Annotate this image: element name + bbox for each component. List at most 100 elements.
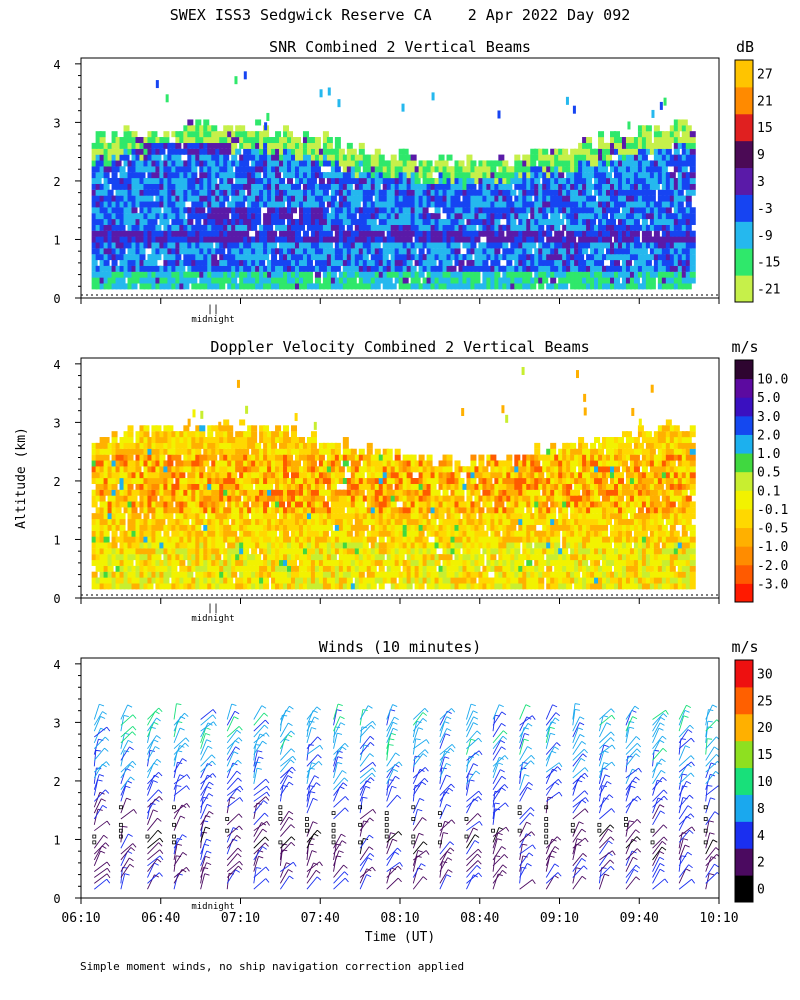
heat-cell: [330, 154, 337, 161]
heat-cell: [590, 160, 597, 167]
heat-cell: [267, 530, 274, 537]
heat-cell: [155, 448, 162, 455]
heat-cell: [135, 154, 142, 161]
heat-cell: [191, 259, 198, 266]
heat-cell: [203, 454, 210, 461]
heat-cell: [211, 478, 218, 484]
heat-cell: [155, 201, 162, 208]
heat-cell: [283, 183, 290, 190]
heat-cell: [239, 437, 246, 444]
heat-cell: [494, 195, 501, 202]
heat-cell: [127, 172, 134, 179]
heat-cell: [243, 565, 250, 572]
heat-cell: [195, 577, 202, 584]
heat-cell: [115, 559, 122, 566]
heat-cell: [294, 178, 301, 184]
heat-cell: [657, 218, 664, 225]
heat-cell: [530, 207, 537, 214]
heat-cell: [235, 125, 242, 132]
heat-cell: [442, 178, 449, 184]
heat-cell: [115, 178, 122, 184]
heat-cell: [103, 259, 110, 266]
heat-cell: [187, 271, 194, 278]
heat-cell: [167, 207, 174, 214]
heat-cell: [291, 265, 298, 272]
heat-cell: [131, 259, 138, 266]
heat-cell: [334, 160, 341, 167]
heat-cell: [247, 207, 254, 214]
heat-cell: [99, 224, 106, 231]
heat-cell: [534, 218, 541, 225]
heat-cell: [115, 472, 122, 479]
heat-cell: [91, 489, 98, 496]
heat-cell: [187, 183, 194, 190]
heat-cell: [410, 207, 417, 214]
heat-cell: [183, 431, 190, 438]
heat-cell: [625, 224, 632, 231]
heat-cell: [390, 236, 397, 243]
heat-cell: [570, 213, 577, 220]
heat-cell: [530, 189, 537, 196]
heat-cell: [227, 583, 234, 590]
heat-cell: [115, 454, 122, 461]
heat-cell: [486, 201, 493, 208]
heat-cell: [103, 172, 110, 179]
heat-cell: [259, 565, 266, 572]
heat-cell: [247, 154, 254, 161]
heat-cell: [191, 513, 198, 520]
heat-cell: [298, 213, 305, 220]
heat-cell: [306, 218, 313, 225]
heat-cell: [366, 207, 373, 214]
heat-cell: [95, 460, 102, 467]
heat-cell: [514, 254, 521, 261]
heat-cell: [594, 172, 601, 179]
heat-cell: [199, 548, 206, 555]
heat-cell: [211, 518, 218, 525]
heat-cell: [287, 495, 294, 502]
heat-cell: [275, 131, 282, 138]
heat-cell: [406, 183, 413, 190]
heat-cell: [586, 283, 593, 290]
heat-cell: [326, 242, 333, 249]
heat-cell: [111, 201, 118, 208]
heat-cell: [318, 195, 325, 202]
heat-cell: [267, 489, 274, 496]
heat-cell: [243, 524, 250, 531]
heat-cell: [271, 472, 278, 479]
heat-cell: [127, 448, 134, 455]
heat-cell: [338, 195, 345, 202]
heat-cell: [283, 548, 290, 555]
heat-cell: [294, 518, 301, 525]
heat-cell: [243, 554, 250, 561]
heat-cell: [263, 559, 270, 566]
heat-cell: [247, 507, 254, 514]
heat-cell: [135, 583, 142, 590]
heat-cell: [554, 160, 561, 167]
heat-cell: [633, 172, 640, 179]
heat-cell: [195, 466, 202, 473]
heat-cell: [215, 577, 222, 584]
heat-cell: [263, 483, 270, 490]
heat-cell: [370, 166, 377, 173]
heat-cell: [99, 213, 106, 220]
heat-cell: [446, 230, 453, 237]
heat-cell: [454, 271, 461, 278]
heat-cell: [566, 172, 573, 179]
heat-cell: [677, 283, 684, 290]
heat-cell: [526, 189, 533, 196]
heat-cell: [669, 265, 676, 272]
heat-cell: [665, 218, 672, 225]
heat-cell: [478, 207, 485, 214]
heat-cell: [378, 224, 385, 231]
heat-cell: [625, 207, 632, 214]
heat-cell: [665, 137, 672, 144]
heat-cell: [239, 195, 246, 202]
heat-cell: [594, 242, 601, 249]
heat-cell: [522, 178, 529, 184]
heat-cell: [374, 259, 381, 266]
heat-cell: [179, 460, 186, 467]
heat-cell: [279, 442, 286, 449]
heat-cell: [283, 489, 290, 496]
heat-cell: [275, 559, 282, 566]
heat-cell: [247, 242, 254, 249]
